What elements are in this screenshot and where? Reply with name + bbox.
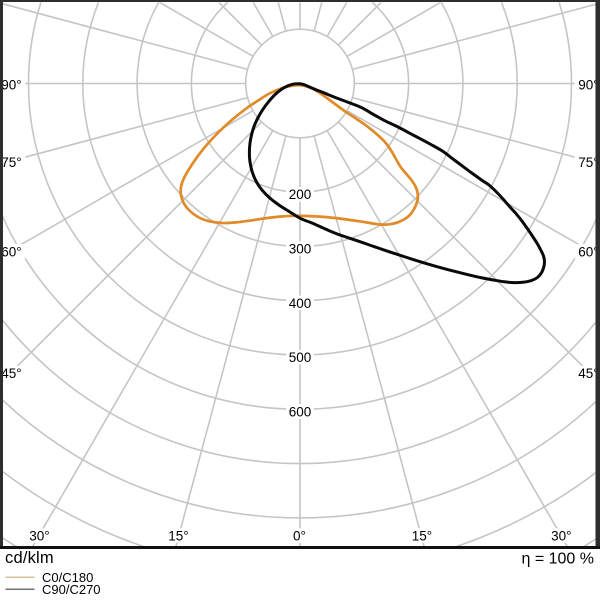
- svg-text:90°: 90°: [1, 77, 21, 92]
- svg-text:75°: 75°: [1, 155, 21, 170]
- svg-text:0°: 0°: [293, 528, 306, 543]
- svg-text:C90/C270: C90/C270: [42, 582, 101, 597]
- svg-text:500: 500: [289, 350, 312, 365]
- svg-text:90°: 90°: [578, 77, 598, 92]
- svg-text:200: 200: [289, 187, 312, 202]
- svg-text:45°: 45°: [578, 366, 598, 381]
- svg-text:45°: 45°: [1, 366, 21, 381]
- svg-text:600: 600: [289, 404, 312, 419]
- svg-text:75°: 75°: [578, 155, 598, 170]
- svg-text:30°: 30°: [551, 528, 571, 543]
- svg-text:30°: 30°: [29, 528, 49, 543]
- svg-text:cd/klm: cd/klm: [5, 549, 54, 567]
- svg-text:60°: 60°: [1, 244, 21, 259]
- svg-text:300: 300: [289, 242, 312, 257]
- svg-text:η = 100 %: η = 100 %: [522, 551, 595, 568]
- svg-text:15°: 15°: [412, 528, 432, 543]
- svg-text:400: 400: [289, 296, 312, 311]
- svg-text:C0/C180: C0/C180: [42, 570, 93, 585]
- svg-text:60°: 60°: [578, 244, 598, 259]
- svg-text:15°: 15°: [168, 528, 188, 543]
